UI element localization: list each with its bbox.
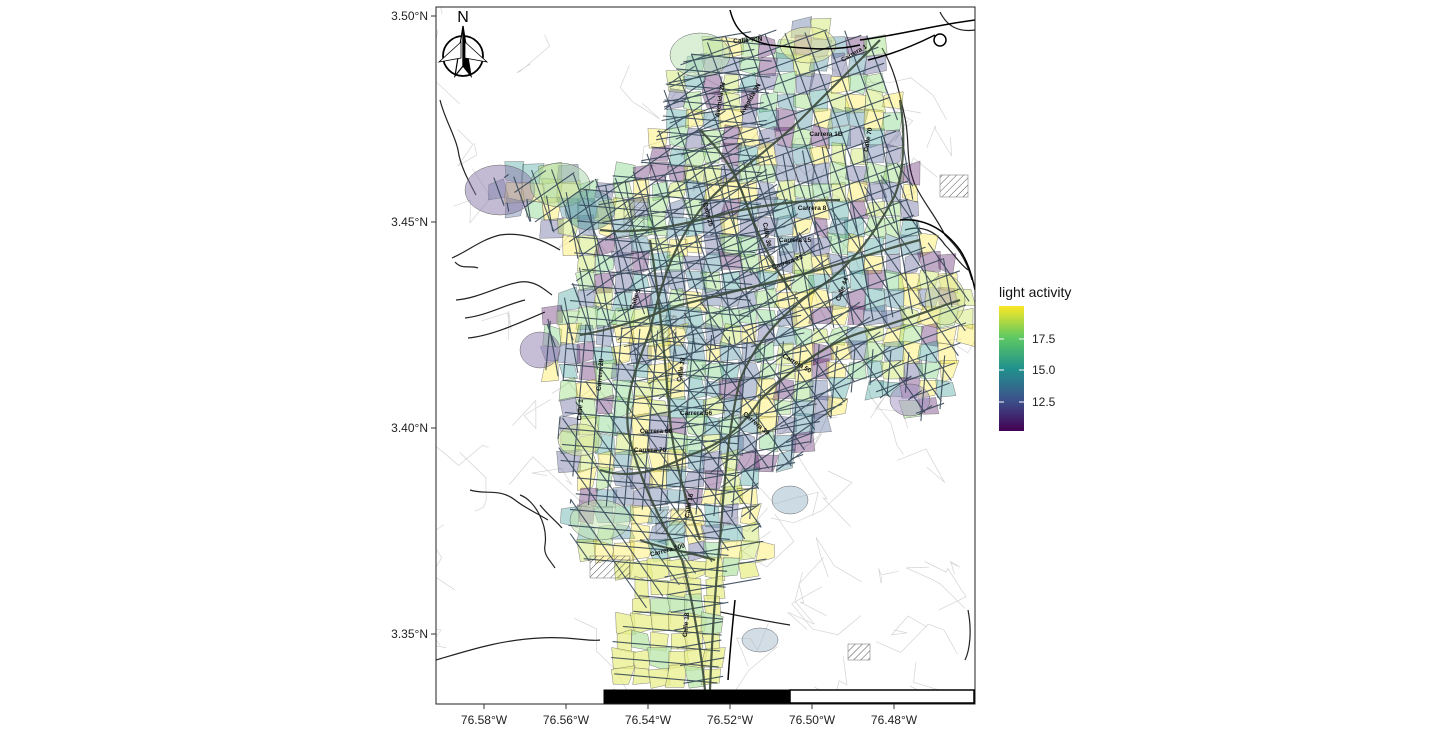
y-tick-label: 3.50°N <box>391 9 428 23</box>
outer-roads <box>727 9 975 681</box>
legend-tick-label: 12.5 <box>1032 395 1056 409</box>
north-arrow-icon: N <box>437 9 489 79</box>
street-label: Carrera 28 <box>596 358 606 391</box>
legend-tick-label: 15.0 <box>1032 363 1056 377</box>
x-tick-label: 76.58°W <box>461 713 508 727</box>
y-tick-label: 3.35°N <box>391 627 428 641</box>
x-tick-label: 76.48°W <box>871 713 918 727</box>
north-label: N <box>457 9 469 26</box>
legend-title: light activity <box>999 284 1071 300</box>
legend: light activity 17.5 15.0 12.5 <box>999 284 1071 431</box>
street-label: Carrera 15 <box>779 237 812 244</box>
scale-bar <box>603 689 975 704</box>
map-axes: 76.58°W 76.56°W 76.54°W 76.52°W 76.50°W 76.48… <box>391 9 918 727</box>
map-panel-border <box>435 6 976 705</box>
x-tick-label: 76.54°W <box>625 713 672 727</box>
y-tick-label: 3.40°N <box>391 421 428 435</box>
street-label: Calle 70 <box>863 127 874 153</box>
x-tick-label: 76.52°W <box>707 713 754 727</box>
y-tick-label: 3.45°N <box>391 215 428 229</box>
legend-tick-label: 17.5 <box>1032 332 1056 346</box>
street-label: Calle 16 <box>684 493 695 519</box>
street-label: Carrera 56 <box>680 410 713 417</box>
street-grid <box>493 29 970 696</box>
street-label: Carrera 1D <box>809 131 843 138</box>
street-label: Calle 18 <box>682 612 691 637</box>
street-label: Calle 1 <box>576 399 585 421</box>
main-roads <box>579 39 961 691</box>
street-label: Calle 70N <box>733 36 763 46</box>
street-label: Calle 36 <box>761 222 772 248</box>
street-label: Carrera 8 <box>798 205 827 212</box>
x-tick-label: 76.50°W <box>789 713 836 727</box>
legend-colorbar <box>999 306 1024 431</box>
street-label: Carrera 70 <box>634 447 667 454</box>
street-label: Calle 13 <box>676 357 687 383</box>
x-tick-label: 76.56°W <box>543 713 590 727</box>
street-label: Carrera 66 <box>640 428 673 435</box>
